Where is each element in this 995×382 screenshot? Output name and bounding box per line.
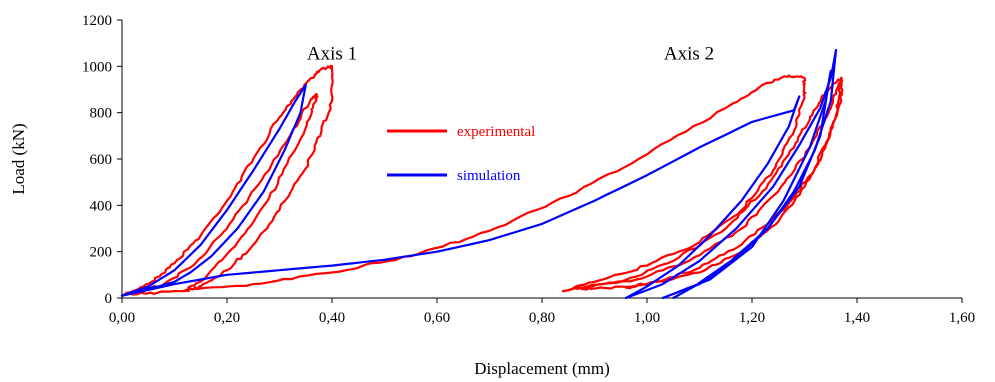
experimental-curve-5 xyxy=(131,74,790,296)
x-axis-title: Displacement (mm) xyxy=(474,359,610,378)
experimental-curve-1 xyxy=(120,64,334,297)
annotation-label: Axis 1 xyxy=(307,43,357,64)
legend-label-experimental: experimental xyxy=(457,124,535,140)
experimental-curve-7 xyxy=(561,76,843,293)
simulation-curve-2 xyxy=(120,83,307,297)
experimental-curve-9 xyxy=(572,76,843,290)
x-tick-label: 0,80 xyxy=(529,310,555,326)
simulation-curve-1 xyxy=(120,83,307,297)
simulation-curve-3 xyxy=(120,109,796,297)
y-tick-label: 400 xyxy=(90,198,113,214)
plot-area: 0,00 0,20 0,40 0,60 0,80 1,00 1,20 1,40 1,60 0 20… xyxy=(82,13,975,326)
y-tick-label: 600 xyxy=(90,152,113,168)
experimental-curve-4 xyxy=(131,93,318,296)
y-tick-label: 200 xyxy=(90,245,113,261)
experimental-curve-2 xyxy=(183,65,334,293)
x-tick-label: 1,20 xyxy=(739,310,765,326)
legend: experimental simulation xyxy=(387,124,535,184)
x-tick-label: 1,40 xyxy=(844,310,870,326)
x-tick-label: 1,60 xyxy=(949,310,975,326)
annotations: Axis 1 Axis 2 xyxy=(307,43,714,64)
y-tick-label: 800 xyxy=(90,106,113,122)
y-tick-label: 0 xyxy=(105,291,113,307)
simulation-curve-8 xyxy=(672,69,832,300)
series-group xyxy=(120,49,844,300)
y-tick-label: 1200 xyxy=(82,13,112,29)
x-tick-label: 0,00 xyxy=(109,310,135,326)
experimental-curve-10 xyxy=(624,76,843,290)
experimental-curve-6 xyxy=(561,74,807,293)
experimental-curve-3 xyxy=(183,93,319,293)
y-tick-label: 1000 xyxy=(82,59,112,75)
simulation-curve-4 xyxy=(624,95,801,300)
x-ticks: 0,00 0,20 0,40 0,60 0,80 1,00 1,20 1,40 1,60 xyxy=(109,298,975,326)
x-tick-label: 0,20 xyxy=(214,310,240,326)
annotation-label: Axis 2 xyxy=(664,43,714,64)
legend-label-simulation: simulation xyxy=(457,168,521,184)
y-axis-title: Load (kN) xyxy=(9,123,28,194)
y-ticks: 0 200 400 600 800 1000 1200 xyxy=(82,13,122,307)
x-tick-label: 0,40 xyxy=(319,310,345,326)
x-tick-label: 0,60 xyxy=(424,310,450,326)
x-tick-label: 1,00 xyxy=(634,310,660,326)
